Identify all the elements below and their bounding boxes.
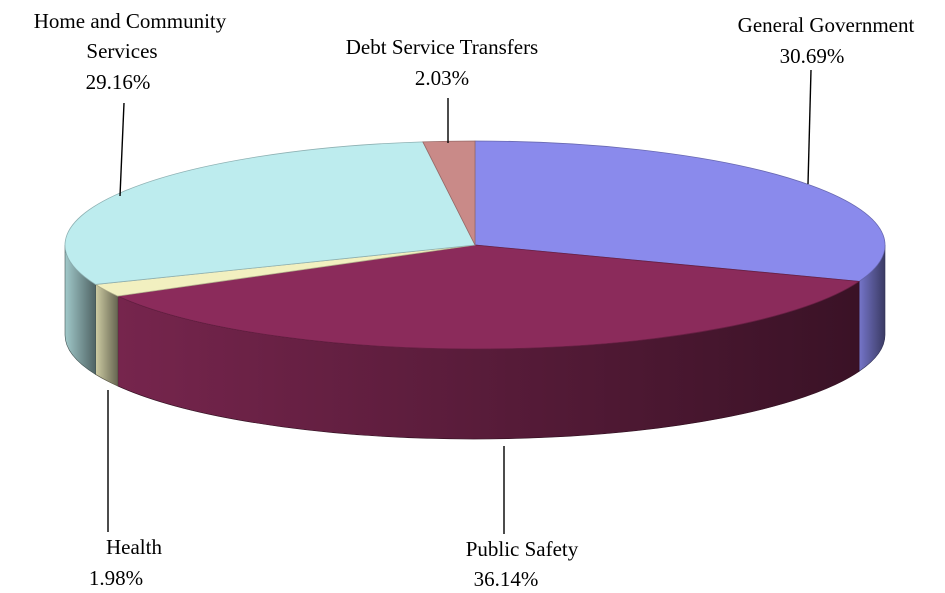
label-health: Health — [106, 535, 162, 559]
pie-slice-general-government — [474, 140, 886, 282]
label-general-government: General Government — [738, 13, 915, 37]
value-home-community: 29.16% — [86, 70, 151, 94]
leader-line-home-community — [119, 102, 125, 197]
label-public-safety: Public Safety — [466, 537, 579, 561]
pie-slice-debt-service-transfers — [422, 140, 476, 246]
pie-slice-public-safety — [116, 244, 861, 350]
value-health: 1.98% — [89, 566, 143, 590]
value-debt-service: 2.03% — [415, 66, 469, 90]
label-home-community-line1: Home and Community — [34, 9, 227, 33]
pie-sides — [64, 244, 886, 440]
pie-tops — [64, 140, 886, 350]
leader-line-general-government — [807, 69, 812, 185]
pie-side-health — [95, 283, 119, 387]
value-general-government: 30.69% — [780, 44, 845, 68]
value-public-safety: 36.14% — [474, 567, 539, 591]
label-debt-service: Debt Service Transfers — [346, 35, 538, 59]
label-home-community-line2: Services — [86, 39, 157, 63]
